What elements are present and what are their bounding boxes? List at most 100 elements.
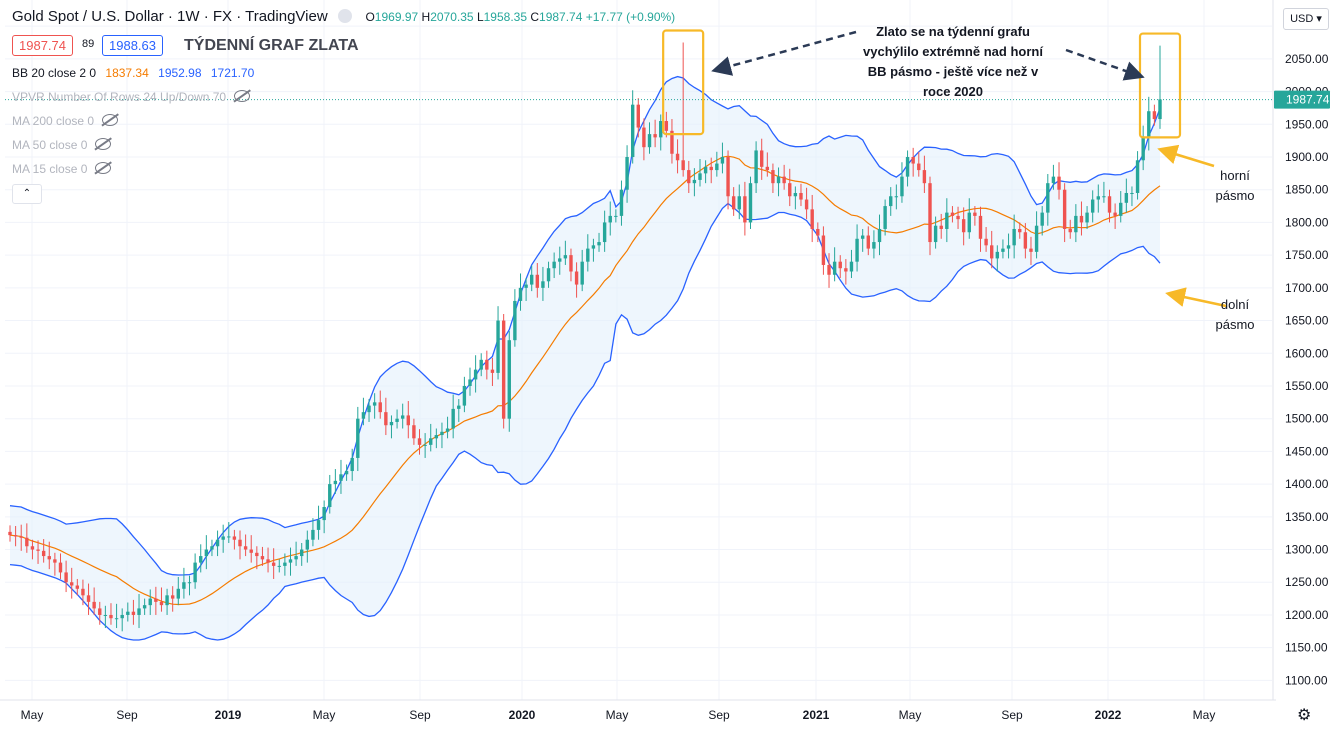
candle — [530, 265, 534, 292]
hidden-eye-icon[interactable] — [95, 138, 112, 150]
candle-body — [535, 274, 540, 288]
indicator-ma15[interactable]: MA 15 close 0 — [12, 162, 112, 176]
candle — [423, 433, 427, 458]
candle-body — [552, 261, 556, 269]
candle-body — [1057, 176, 1061, 190]
ohlc-high: 2070.35 — [430, 10, 474, 24]
candle — [232, 529, 237, 550]
hidden-eye-icon[interactable] — [95, 162, 112, 174]
price-tick-label: 1900.00 — [1285, 150, 1329, 164]
candle — [782, 164, 786, 190]
candle — [384, 397, 388, 436]
price-axis: 1100.00 1150.00 1200.00 1250.00 1300.00 1350.… — [1272, 0, 1330, 700]
candle-body — [311, 529, 315, 540]
candle — [462, 376, 467, 413]
candle — [984, 227, 988, 252]
indicator-bb[interactable]: BB 20 close 2 0 1837.34 1952.98 1721.70 — [12, 66, 254, 80]
candle-body — [114, 618, 119, 620]
candle-body — [720, 157, 725, 164]
sell-price-button[interactable]: 1987.74 — [12, 35, 73, 56]
candle — [849, 249, 854, 279]
candle — [25, 523, 29, 553]
candle-body — [591, 245, 596, 249]
candle — [1107, 189, 1112, 223]
candle — [687, 160, 691, 193]
candle-body — [1074, 215, 1078, 233]
candle-body — [356, 418, 360, 458]
candle — [412, 418, 416, 445]
indicator-vpvr[interactable]: VPVR Number Of Rows 24 Up/Down 70 — [12, 90, 251, 104]
candle — [305, 530, 310, 563]
price-tick-label: 1350.00 — [1285, 510, 1329, 524]
candle — [860, 228, 865, 252]
time-tick-label: Sep — [409, 708, 431, 722]
time-tick-label: Sep — [116, 708, 138, 722]
candle — [490, 357, 495, 386]
settings-gear-icon[interactable]: ⚙ — [1297, 707, 1312, 724]
candle-body — [855, 238, 859, 262]
candle — [558, 246, 562, 275]
hidden-eye-icon[interactable] — [234, 90, 251, 102]
candle — [513, 289, 517, 347]
candle-body — [1040, 212, 1044, 226]
currency-selector[interactable]: USD ▾ — [1283, 8, 1329, 30]
candle-body — [524, 284, 528, 288]
candle — [586, 234, 590, 272]
visibility-icon[interactable] — [337, 9, 352, 23]
collapse-indicators-button[interactable]: ⌃ — [12, 184, 42, 204]
candle — [417, 429, 422, 455]
candle — [1079, 201, 1084, 236]
ohlc-open: 1969.97 — [374, 10, 419, 24]
candle-body — [13, 535, 18, 537]
candle-body — [1001, 248, 1005, 252]
candle-body — [945, 212, 949, 229]
candle — [249, 535, 253, 563]
candle-body — [462, 385, 467, 406]
price-tick-label: 1650.00 — [1285, 314, 1329, 328]
candle-body — [810, 209, 814, 229]
indicator-ma50[interactable]: MA 50 close 0 — [12, 138, 112, 152]
candle-body — [642, 127, 646, 148]
candle-body — [70, 582, 74, 586]
candle-body — [625, 157, 629, 190]
buy-price-button[interactable]: 1988.63 — [102, 35, 163, 56]
annotation-upper-band: horní pásmo — [1210, 166, 1260, 206]
candle — [187, 575, 192, 596]
candle — [53, 552, 57, 576]
hidden-eye-icon[interactable] — [102, 114, 119, 126]
candle-body — [1051, 176, 1056, 184]
candle — [457, 399, 461, 422]
candle — [917, 151, 921, 177]
candle-body — [877, 228, 882, 243]
candle-body — [344, 471, 349, 475]
candle-body — [350, 457, 354, 472]
candle-body — [737, 196, 741, 210]
candle — [120, 608, 124, 632]
indicator-ma200[interactable]: MA 200 close 0 — [12, 114, 119, 128]
candle — [866, 226, 870, 256]
candle — [905, 150, 910, 187]
candle — [283, 553, 287, 576]
candle — [821, 226, 826, 275]
candle — [737, 184, 741, 220]
candle — [30, 539, 35, 560]
candle-body — [580, 261, 584, 285]
candle-body — [339, 474, 343, 481]
candle — [445, 416, 450, 439]
bb-label: BB 20 close 2 0 — [12, 66, 97, 80]
candle-body — [187, 582, 192, 584]
candle-body — [507, 340, 511, 419]
candle — [1141, 125, 1145, 171]
candle — [922, 155, 927, 193]
annotation-lower-band: dolní pásmo — [1210, 295, 1260, 335]
candle-body — [1096, 196, 1100, 200]
candle-body — [300, 549, 304, 557]
candle-body — [748, 183, 753, 223]
candle-body — [64, 572, 68, 583]
annotation-arrows — [711, 30, 1227, 308]
symbol-title[interactable]: Gold Spot / U.S. Dollar · 1W · FX · Trad… — [12, 8, 328, 25]
candle — [956, 206, 960, 229]
candle-body — [361, 412, 366, 419]
candle-body — [1158, 99, 1162, 120]
